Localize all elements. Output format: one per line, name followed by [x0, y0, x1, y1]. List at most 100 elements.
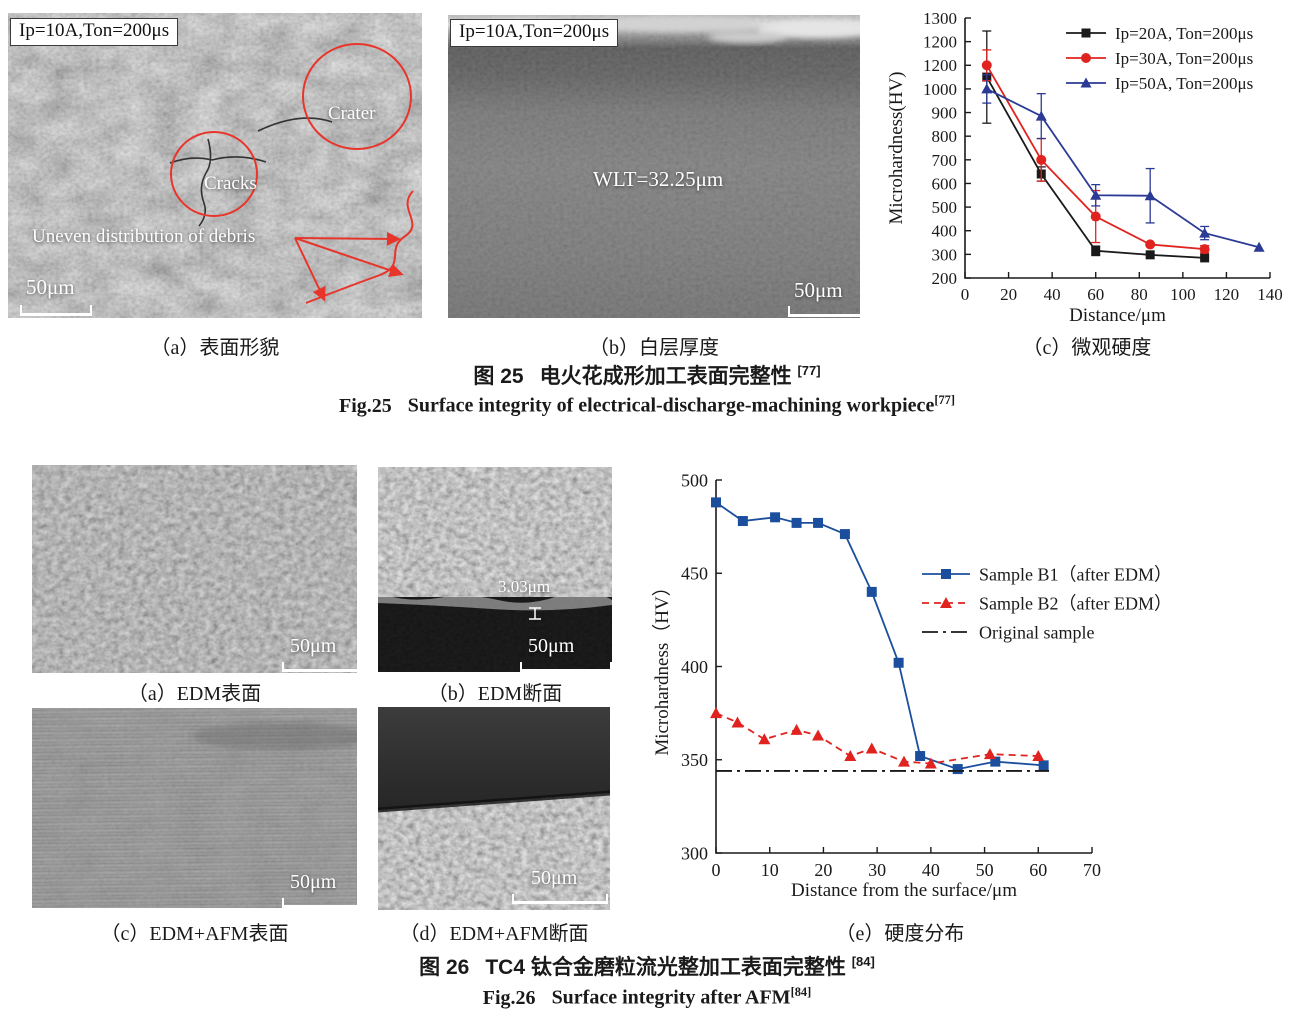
- fig26-number-zh: 图 26: [419, 956, 470, 979]
- legend-item: Ip=20A, Ton=200μs: [1066, 24, 1253, 43]
- x-axis-label: Distance/μm: [1069, 305, 1166, 326]
- svg-text:40: 40: [922, 860, 940, 880]
- legend-label: Ip=30A, Ton=200μs: [1115, 49, 1253, 68]
- svg-text:70: 70: [1083, 860, 1101, 880]
- legend-label: Sample B1（after EDM）: [979, 564, 1172, 584]
- sem-image-edm-cross-section: 3.03μm 50μm: [378, 467, 612, 672]
- fig26-title-en: Surface integrity after AFM: [551, 986, 791, 1009]
- svg-text:700: 700: [932, 151, 958, 170]
- fig26-title-zh: TC4 钛合金磨粒流光整加工表面完整性: [485, 956, 846, 979]
- svg-text:500: 500: [932, 198, 958, 217]
- param-label: Ip=10A,Ton=200μs: [10, 18, 179, 46]
- fig26-caption-en: Fig.26 Surface integrity after AFM[84]: [0, 985, 1294, 1010]
- scale-bar-label: 50μm: [794, 278, 843, 302]
- svg-text:60: 60: [1029, 860, 1047, 880]
- scale-bar: [282, 898, 357, 908]
- panel-caption-26e: （e）硬度分布: [835, 923, 965, 945]
- svg-text:300: 300: [681, 843, 708, 863]
- series-sample-b2-after-edm-: [710, 707, 1045, 769]
- svg-text:0: 0: [712, 860, 721, 880]
- axes: 0 10 20 30 40 50 60 70 300 350 400 450 500 Distance f…: [651, 470, 1101, 901]
- scale-bar: [282, 662, 357, 672]
- fig25-caption-zh: 图 25 电火花成形加工表面完整性 [77]: [0, 360, 1294, 390]
- chart-hardness-distribution-afm: 0 10 20 30 40 50 60 70 300 350 400 450 500 Distance f…: [651, 470, 1172, 901]
- panel-caption-26b: （b）EDM断面: [427, 683, 563, 705]
- series-ip-50a-ton-200-s: [981, 74, 1265, 252]
- svg-text:400: 400: [681, 657, 708, 677]
- svg-text:30: 30: [868, 860, 886, 880]
- svg-text:1200: 1200: [923, 33, 957, 52]
- chart-microhardness-vs-distance-edm: 0 20 40 60 80 100 120 140 200 300 400 500 600 700 800 9…: [886, 9, 1283, 326]
- svg-text:200: 200: [932, 269, 958, 288]
- cracks-label: Cracks: [204, 173, 257, 194]
- svg-text:450: 450: [681, 564, 708, 584]
- sem-image-edm-surface: 50μm: [32, 465, 357, 673]
- fig26-number-en: Fig.26: [482, 986, 536, 1009]
- svg-text:300: 300: [932, 245, 958, 264]
- fig25-title-zh: 电火花成形加工表面完整性: [539, 365, 792, 388]
- param-label: Ip=10A,Ton=200μs: [450, 19, 619, 47]
- svg-text:1000: 1000: [923, 80, 957, 99]
- svg-text:50: 50: [976, 860, 994, 880]
- legend-item: Original sample: [922, 622, 1094, 642]
- fig25-number-en: Fig.25: [339, 394, 392, 417]
- fig26-caption-zh: 图 26 TC4 钛合金磨粒流光整加工表面完整性 [84]: [0, 951, 1294, 981]
- svg-text:60: 60: [1087, 285, 1104, 304]
- svg-text:350: 350: [681, 750, 708, 770]
- fig25-ref-zh: [77]: [797, 363, 821, 378]
- white-layer-thickness-label: WLT=32.25μm: [593, 167, 724, 191]
- scale-bar: [20, 305, 92, 316]
- scale-bar: [520, 662, 612, 672]
- legend-label: Ip=50A, Ton=200μs: [1115, 74, 1253, 93]
- sem-texture: [378, 467, 612, 672]
- x-axis-label: Distance from the surface/μm: [791, 880, 1017, 901]
- scale-bar-label: 50μm: [26, 275, 75, 299]
- panel-caption-25a: （a）表面形貌: [150, 337, 280, 359]
- svg-text:500: 500: [681, 470, 708, 490]
- svg-text:100: 100: [1170, 285, 1196, 304]
- svg-text:120: 120: [1214, 285, 1240, 304]
- svg-text:0: 0: [961, 285, 970, 304]
- svg-text:80: 80: [1131, 285, 1148, 304]
- scale-bar-label: 50μm: [531, 867, 578, 889]
- sem-image-white-layer-cross-section: Ip=10A,Ton=200μs WLT=32.25μm 50μm: [448, 15, 860, 318]
- svg-text:10: 10: [761, 860, 779, 880]
- fig25-ref-en: [77]: [934, 393, 955, 407]
- legend-item: Sample B1（after EDM）: [922, 564, 1172, 584]
- series-ip-30a-ton-200-s: [981, 49, 1210, 255]
- y-axis-label: Microhardness(HV): [886, 71, 907, 224]
- legend-item: Ip=50A, Ton=200μs: [1066, 74, 1253, 93]
- sem-texture: [32, 465, 357, 673]
- panel-caption-26d: （d）EDM+AFM断面: [399, 923, 589, 945]
- sem-texture: [32, 708, 357, 908]
- axes: 0 20 40 60 80 100 120 140 200 300 400 500 600 700 800 9…: [886, 9, 1283, 326]
- debris-label: Uneven distribution of debris: [32, 226, 256, 247]
- fig25-caption-en: Fig.25 Surface integrity of electrical-di…: [0, 393, 1294, 418]
- svg-text:900: 900: [932, 103, 958, 122]
- fig26-ref-zh: [84]: [851, 954, 875, 969]
- cracks-circle-annotation: [170, 131, 258, 217]
- panel-caption-26a: （a）EDM表面: [127, 683, 262, 705]
- sem-image-edm-surface-morphology: Ip=10A,Ton=200μs Crater Cracks Uneven di…: [8, 13, 422, 318]
- svg-text:20: 20: [814, 860, 832, 880]
- panel-caption-25b: （b）白层厚度: [589, 337, 719, 359]
- scale-bar-label: 50μm: [290, 635, 337, 657]
- legend-item: Ip=30A, Ton=200μs: [1066, 49, 1253, 68]
- white-layer-thickness-label: 3.03μm: [498, 577, 551, 596]
- panel-caption-26c: （c）EDM+AFM表面: [100, 923, 289, 945]
- fig25-title-en: Surface integrity of electrical-discharg…: [407, 394, 935, 417]
- crater-circle-annotation: [302, 43, 412, 150]
- fig26-ref-en: [84]: [790, 985, 812, 999]
- thickness-marker: [529, 607, 541, 620]
- svg-text:600: 600: [932, 174, 958, 193]
- svg-text:20: 20: [1000, 285, 1017, 304]
- svg-text:800: 800: [932, 127, 958, 146]
- sem-texture: [448, 15, 860, 318]
- fig25-number-zh: 图 25: [473, 365, 524, 388]
- sem-image-edm-afm-surface: 50μm: [32, 708, 357, 908]
- y-axis-label: Microhardness（HV）: [651, 577, 673, 755]
- sem-image-edm-afm-cross-section: 50μm: [378, 707, 610, 910]
- scale-bar: [788, 306, 860, 317]
- panel-caption-25c: （c）微观硬度: [1022, 337, 1152, 359]
- legend-label: Ip=20A, Ton=200μs: [1115, 24, 1253, 43]
